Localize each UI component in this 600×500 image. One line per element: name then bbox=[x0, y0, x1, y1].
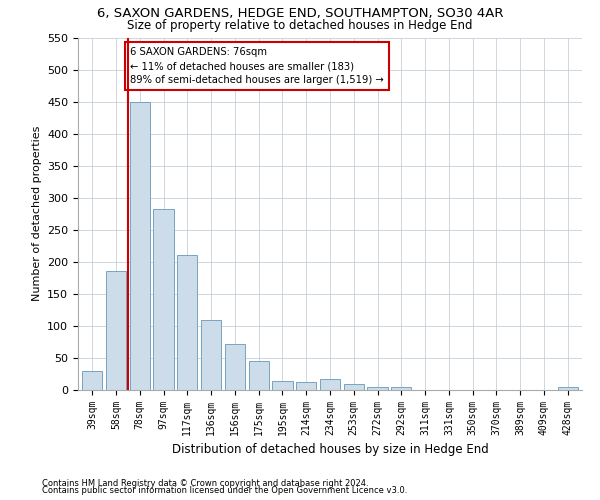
Text: Contains public sector information licensed under the Open Government Licence v3: Contains public sector information licen… bbox=[42, 486, 407, 495]
Bar bbox=[320, 379, 340, 390]
Bar bbox=[225, 344, 245, 390]
Bar bbox=[106, 272, 126, 390]
Text: 6, SAXON GARDENS, HEDGE END, SOUTHAMPTON, SO30 4AR: 6, SAXON GARDENS, HEDGE END, SOUTHAMPTON… bbox=[97, 8, 503, 20]
Bar bbox=[82, 371, 103, 390]
X-axis label: Distribution of detached houses by size in Hedge End: Distribution of detached houses by size … bbox=[172, 444, 488, 456]
Bar bbox=[130, 102, 150, 390]
Bar bbox=[557, 387, 578, 390]
Bar bbox=[248, 361, 269, 390]
Bar bbox=[391, 387, 412, 390]
Bar bbox=[344, 384, 364, 390]
Bar bbox=[201, 320, 221, 390]
Text: 6 SAXON GARDENS: 76sqm
← 11% of detached houses are smaller (183)
89% of semi-de: 6 SAXON GARDENS: 76sqm ← 11% of detached… bbox=[130, 47, 384, 85]
Text: Contains HM Land Registry data © Crown copyright and database right 2024.: Contains HM Land Registry data © Crown c… bbox=[42, 478, 368, 488]
Bar bbox=[367, 387, 388, 390]
Bar bbox=[296, 382, 316, 390]
Bar bbox=[177, 256, 197, 390]
Y-axis label: Number of detached properties: Number of detached properties bbox=[32, 126, 41, 302]
Bar bbox=[154, 208, 173, 390]
Bar bbox=[272, 381, 293, 390]
Text: Size of property relative to detached houses in Hedge End: Size of property relative to detached ho… bbox=[127, 19, 473, 32]
